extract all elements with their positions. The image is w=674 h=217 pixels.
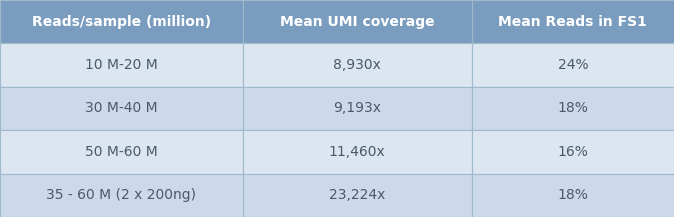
FancyBboxPatch shape bbox=[0, 174, 243, 217]
FancyBboxPatch shape bbox=[0, 130, 243, 174]
Text: 10 M-20 M: 10 M-20 M bbox=[85, 58, 158, 72]
FancyBboxPatch shape bbox=[472, 0, 674, 43]
FancyBboxPatch shape bbox=[472, 130, 674, 174]
Text: 24%: 24% bbox=[557, 58, 588, 72]
Text: Mean Reads in FS1: Mean Reads in FS1 bbox=[499, 15, 647, 29]
FancyBboxPatch shape bbox=[0, 43, 243, 87]
Text: 11,460x: 11,460x bbox=[329, 145, 386, 159]
Text: 35 - 60 M (2 x 200ng): 35 - 60 M (2 x 200ng) bbox=[47, 188, 196, 202]
Text: 9,193x: 9,193x bbox=[333, 102, 381, 115]
Text: 18%: 18% bbox=[557, 188, 588, 202]
FancyBboxPatch shape bbox=[243, 87, 472, 130]
FancyBboxPatch shape bbox=[0, 87, 243, 130]
FancyBboxPatch shape bbox=[472, 174, 674, 217]
Text: 50 M-60 M: 50 M-60 M bbox=[85, 145, 158, 159]
FancyBboxPatch shape bbox=[243, 174, 472, 217]
FancyBboxPatch shape bbox=[243, 130, 472, 174]
Text: 23,224x: 23,224x bbox=[329, 188, 386, 202]
FancyBboxPatch shape bbox=[472, 43, 674, 87]
FancyBboxPatch shape bbox=[472, 87, 674, 130]
Text: 8,930x: 8,930x bbox=[333, 58, 381, 72]
Text: 30 M-40 M: 30 M-40 M bbox=[85, 102, 158, 115]
FancyBboxPatch shape bbox=[243, 43, 472, 87]
Text: Reads/sample (million): Reads/sample (million) bbox=[32, 15, 211, 29]
FancyBboxPatch shape bbox=[243, 0, 472, 43]
FancyBboxPatch shape bbox=[0, 0, 243, 43]
Text: 16%: 16% bbox=[557, 145, 588, 159]
Text: 18%: 18% bbox=[557, 102, 588, 115]
Text: Mean UMI coverage: Mean UMI coverage bbox=[280, 15, 435, 29]
